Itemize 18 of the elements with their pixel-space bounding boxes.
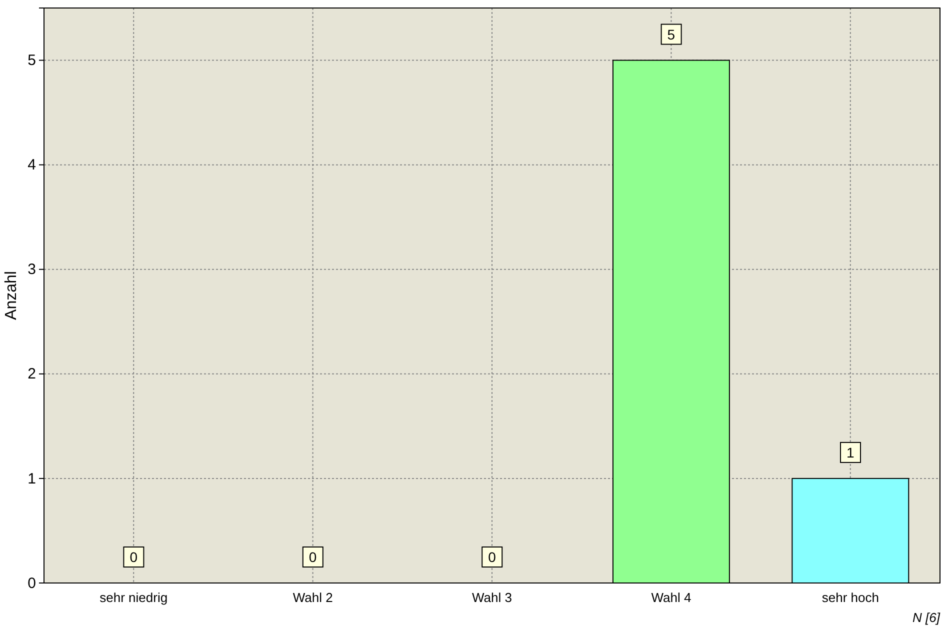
x-tick-label: Wahl 2 xyxy=(292,590,333,606)
x-tick-label: sehr hoch xyxy=(822,590,879,606)
y-axis-title: Anzahl xyxy=(3,271,20,320)
x-tick-label: Wahl 4 xyxy=(651,590,692,606)
y-tick-label: 2 xyxy=(28,366,36,383)
y-tick-label: 4 xyxy=(28,156,36,174)
data-label: 5 xyxy=(667,26,676,42)
y-tick-label: 0 xyxy=(28,574,36,592)
data-label: 1 xyxy=(846,444,854,460)
y-tick-label: 3 xyxy=(28,261,36,278)
data-label: 0 xyxy=(488,549,496,565)
text: N [6] xyxy=(912,610,940,625)
data-label: 0 xyxy=(130,549,138,565)
y-tick-label: 5 xyxy=(28,52,36,70)
x-tick-label: Wahl 3 xyxy=(472,590,512,606)
y-tick-label: 1 xyxy=(28,470,36,488)
x-tick-label: sehr niedrig xyxy=(100,590,168,606)
data-label: 0 xyxy=(308,549,317,565)
